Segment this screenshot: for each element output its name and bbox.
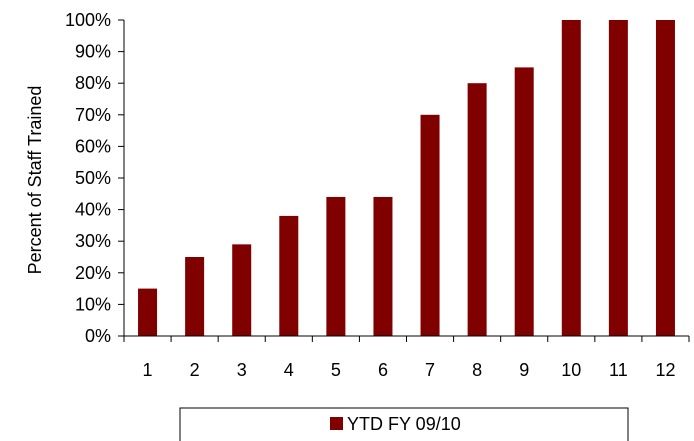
y-tick-label: 100% <box>65 10 111 30</box>
x-tick-label: 5 <box>331 360 341 380</box>
bar-5 <box>326 197 345 336</box>
bars-group <box>138 20 675 336</box>
y-tick-label: 30% <box>75 231 111 251</box>
bar-3 <box>232 244 251 336</box>
bar-2 <box>185 257 204 336</box>
y-tick-label: 90% <box>75 42 111 62</box>
bar-4 <box>279 216 298 336</box>
x-tick-label: 11 <box>609 360 628 380</box>
y-tick-label: 50% <box>75 168 111 188</box>
x-tick-label: 9 <box>519 360 529 380</box>
bar-7 <box>421 115 440 336</box>
y-tick-label: 60% <box>75 136 111 156</box>
y-tick-label: 80% <box>75 73 111 93</box>
bar-10 <box>562 20 581 336</box>
legend-swatch <box>330 417 343 430</box>
y-tick-label: 70% <box>75 105 111 125</box>
x-tick-label: 4 <box>284 360 294 380</box>
bar-9 <box>515 67 534 336</box>
bar-1 <box>138 289 157 336</box>
x-axis-ticks: 1 2 3 4 5 6 7 8 9 10 11 12 <box>124 336 689 380</box>
bar-6 <box>373 197 392 336</box>
x-tick-label: 2 <box>190 360 200 380</box>
y-tick-label: 0% <box>85 326 111 346</box>
x-tick-label: 12 <box>655 360 675 380</box>
legend-label: YTD FY 09/10 <box>347 414 461 434</box>
x-tick-label: 6 <box>378 360 388 380</box>
bar-8 <box>468 83 487 336</box>
legend: YTD FY 09/10 <box>180 408 628 441</box>
y-axis-title: Percent of Staff Trained <box>25 86 45 275</box>
y-tick-label: 10% <box>75 294 111 314</box>
y-tick-label: 40% <box>75 200 111 220</box>
x-tick-label: 7 <box>425 360 435 380</box>
bar-11 <box>609 20 628 336</box>
bar-12 <box>656 20 675 336</box>
x-tick-label: 10 <box>561 360 581 380</box>
x-tick-label: 1 <box>143 360 153 380</box>
x-tick-label: 8 <box>472 360 482 380</box>
x-tick-label: 3 <box>237 360 247 380</box>
y-tick-label: 20% <box>75 263 111 283</box>
y-axis-ticks: 0% 10% 20% 30% 40% 50% 60% 70% 80% 90% 100% <box>65 10 124 346</box>
